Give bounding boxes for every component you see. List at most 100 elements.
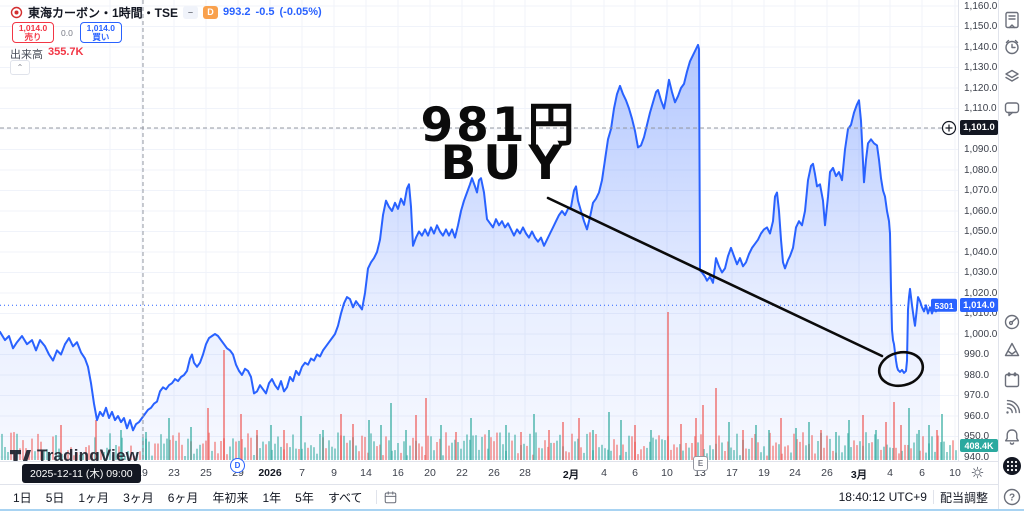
volume-bar (856, 445, 858, 460)
range-button-1日[interactable]: 1日 (13, 490, 32, 505)
change-value: -0.5 (255, 6, 275, 18)
volume-bar (217, 453, 219, 460)
volume-spike-bar (120, 430, 122, 460)
dividend-adjustment-toggle[interactable]: 配当調整 (939, 490, 988, 505)
watchlist-button[interactable] (1000, 8, 1024, 32)
volume-bar (775, 442, 777, 460)
clock-label[interactable]: 18:40:12 UTC+9 (838, 490, 927, 504)
volume-bar (751, 437, 753, 460)
volume-bar (172, 435, 174, 460)
notifications-button[interactable] (1000, 425, 1024, 449)
volume-bar (787, 445, 789, 460)
volume-bar (523, 443, 525, 460)
volume-bar (550, 442, 552, 460)
range-button-年初来[interactable]: 年初来 (212, 490, 249, 505)
volume-bar (298, 449, 300, 460)
volume-bar (904, 444, 906, 460)
range-button-5年[interactable]: 5年 (295, 490, 314, 505)
volume-bar (175, 440, 177, 460)
help-button[interactable]: ? (1000, 485, 1024, 509)
volume-bar (313, 447, 315, 460)
volume-spike-bar (936, 430, 938, 460)
ideas-button[interactable] (1000, 338, 1024, 362)
symbol-title[interactable]: 東海カーボン・1時間・TSE (28, 5, 179, 20)
volume-study-row[interactable]: 出来高 355.7K (10, 46, 83, 62)
volume-bar (685, 443, 687, 460)
volume-bar (229, 446, 231, 460)
volume-bar (559, 434, 561, 460)
volume-bar (364, 436, 366, 460)
annotation-arrow (546, 196, 884, 358)
volume-bar (571, 433, 573, 460)
volume-bar (325, 448, 327, 460)
collapse-legend-button[interactable]: ⌃ (10, 60, 30, 75)
volume-bar (124, 456, 126, 460)
volume-bar (853, 440, 855, 460)
volume-spike-bar (548, 430, 550, 460)
volume-bar (235, 441, 237, 460)
volume-spike-bar (608, 412, 610, 460)
apps-grid-button[interactable] (1000, 454, 1024, 478)
buy-button[interactable]: 1,014.0 買い (79, 22, 122, 43)
volume-spike-bar (440, 425, 442, 460)
volume-bar (112, 454, 114, 460)
go-to-date-icon[interactable] (383, 490, 398, 505)
volume-spike-bar (592, 430, 594, 460)
chat-button[interactable] (1000, 97, 1024, 121)
range-button-1ヶ月[interactable]: 1ヶ月 (78, 490, 110, 505)
dividend-marker[interactable]: D (230, 458, 245, 473)
volume-bar (556, 440, 558, 460)
volume-bar (946, 452, 948, 460)
volume-bar (949, 445, 951, 460)
volume-bar (586, 433, 588, 460)
volume-spike-bar (928, 425, 930, 460)
volume-bar (502, 444, 504, 460)
volume-bar (910, 448, 912, 460)
volume-bar (772, 445, 774, 460)
chart-plot-area[interactable]: 5301 東海カーボン・1時間・TSE – D 993.2 -0.5 (-0.0… (0, 0, 958, 465)
volume-bar (151, 455, 153, 460)
volume-bar (304, 442, 306, 460)
range-button-5日[interactable]: 5日 (45, 490, 65, 505)
symbol-legend[interactable]: 東海カーボン・1時間・TSE – D 993.2 -0.5 (-0.05%) (10, 4, 322, 20)
volume-bar (628, 435, 630, 460)
volume-spike-bar (405, 430, 407, 460)
range-button-3ヶ月[interactable]: 3ヶ月 (123, 490, 154, 505)
volume-spike-bar (695, 418, 697, 460)
volume-bar (319, 434, 321, 460)
volume-bar (397, 443, 399, 460)
volume-label: 出来高 (10, 49, 43, 61)
volume-bar (247, 433, 249, 460)
time-tick-label: 10 (661, 467, 673, 479)
hotlists-button[interactable] (1000, 310, 1024, 334)
symbol-logo-icon (10, 6, 23, 18)
range-button-6ヶ月[interactable]: 6ヶ月 (167, 490, 199, 505)
volume-bar (844, 445, 846, 460)
earnings-marker[interactable]: E (693, 456, 708, 471)
volume-spike-bar (283, 430, 285, 460)
calendar-button[interactable] (1000, 368, 1024, 392)
bottom-toolbar: 1日 5日 1ヶ月 3ヶ月 6ヶ月 年初来 1年 5年 すべて 18:40:12 UTC+9 配… (0, 484, 998, 509)
ideas-icon (1004, 342, 1020, 357)
streams-button[interactable] (1000, 396, 1024, 420)
volume-bar (508, 432, 510, 460)
volume-bar (646, 447, 648, 460)
change-percent: (-0.05%) (279, 6, 322, 18)
volume-bar (382, 455, 384, 460)
range-button-1年[interactable]: 1年 (262, 490, 282, 505)
volume-bar (880, 449, 882, 460)
legend-dash-badge[interactable]: – (183, 5, 199, 19)
price-area-chart[interactable]: 5301 (0, 0, 958, 461)
volume-bar (736, 433, 738, 460)
volume-bar (466, 434, 468, 460)
interval-badge[interactable]: D (203, 5, 219, 19)
time-axis[interactable]: 17192325292026791416202226282月4610131719… (0, 461, 998, 485)
object-tree-button[interactable] (1000, 65, 1024, 89)
price-axis[interactable]: 1,160.0 1,150.0 1,140.0 1,130.0 1,120.0 1,110… (958, 0, 999, 463)
sell-button[interactable]: 1,014.0 売り (12, 22, 54, 43)
time-tick-label: 4 (887, 467, 893, 479)
alerts-button[interactable] (1000, 35, 1024, 59)
volume-spike-bar (256, 430, 258, 460)
range-button-すべて[interactable]: すべて (327, 490, 363, 505)
axis-settings-gear-icon[interactable] (971, 466, 984, 484)
